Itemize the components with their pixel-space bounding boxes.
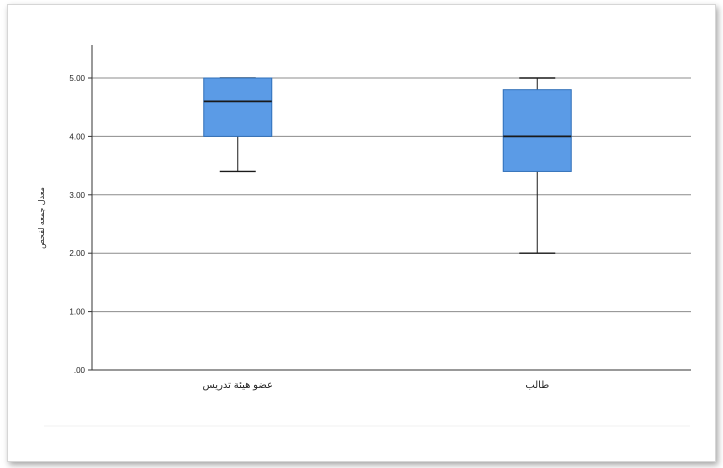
- y-tick-label-0: .00: [74, 366, 86, 375]
- boxes: [203, 77, 572, 254]
- box-iqr-1: [203, 77, 273, 137]
- y-tick-label-2: 2.00: [69, 249, 85, 258]
- y-tick-label-5: 5.00: [69, 74, 85, 83]
- category-label-1: عضو هيئة تدريس: [203, 380, 273, 391]
- y-tick-label-1: 1.00: [69, 308, 85, 317]
- y-tick-label-3: 3.00: [69, 191, 85, 200]
- category-label-2: طالب: [525, 380, 549, 391]
- chart-frame: .00 1.00 2.00 3.00 4.00 5.00 عضو هيئة تدريس طال…: [7, 4, 716, 462]
- box-iqr-2: [502, 89, 572, 172]
- box-group-1: [203, 77, 273, 173]
- box-group-2: [502, 77, 572, 254]
- gridlines: [92, 77, 691, 313]
- labels: .00 1.00 2.00 3.00 4.00 5.00 عضو هيئة تدريس طال…: [69, 74, 549, 391]
- y-axis-label: معدل جمعه لفحص: [37, 187, 46, 249]
- axes: [88, 45, 691, 371]
- boxplot-chart: .00 1.00 2.00 3.00 4.00 5.00 عضو هيئة تدريس طال…: [37, 45, 691, 427]
- y-tick-label-4: 4.00: [69, 132, 85, 141]
